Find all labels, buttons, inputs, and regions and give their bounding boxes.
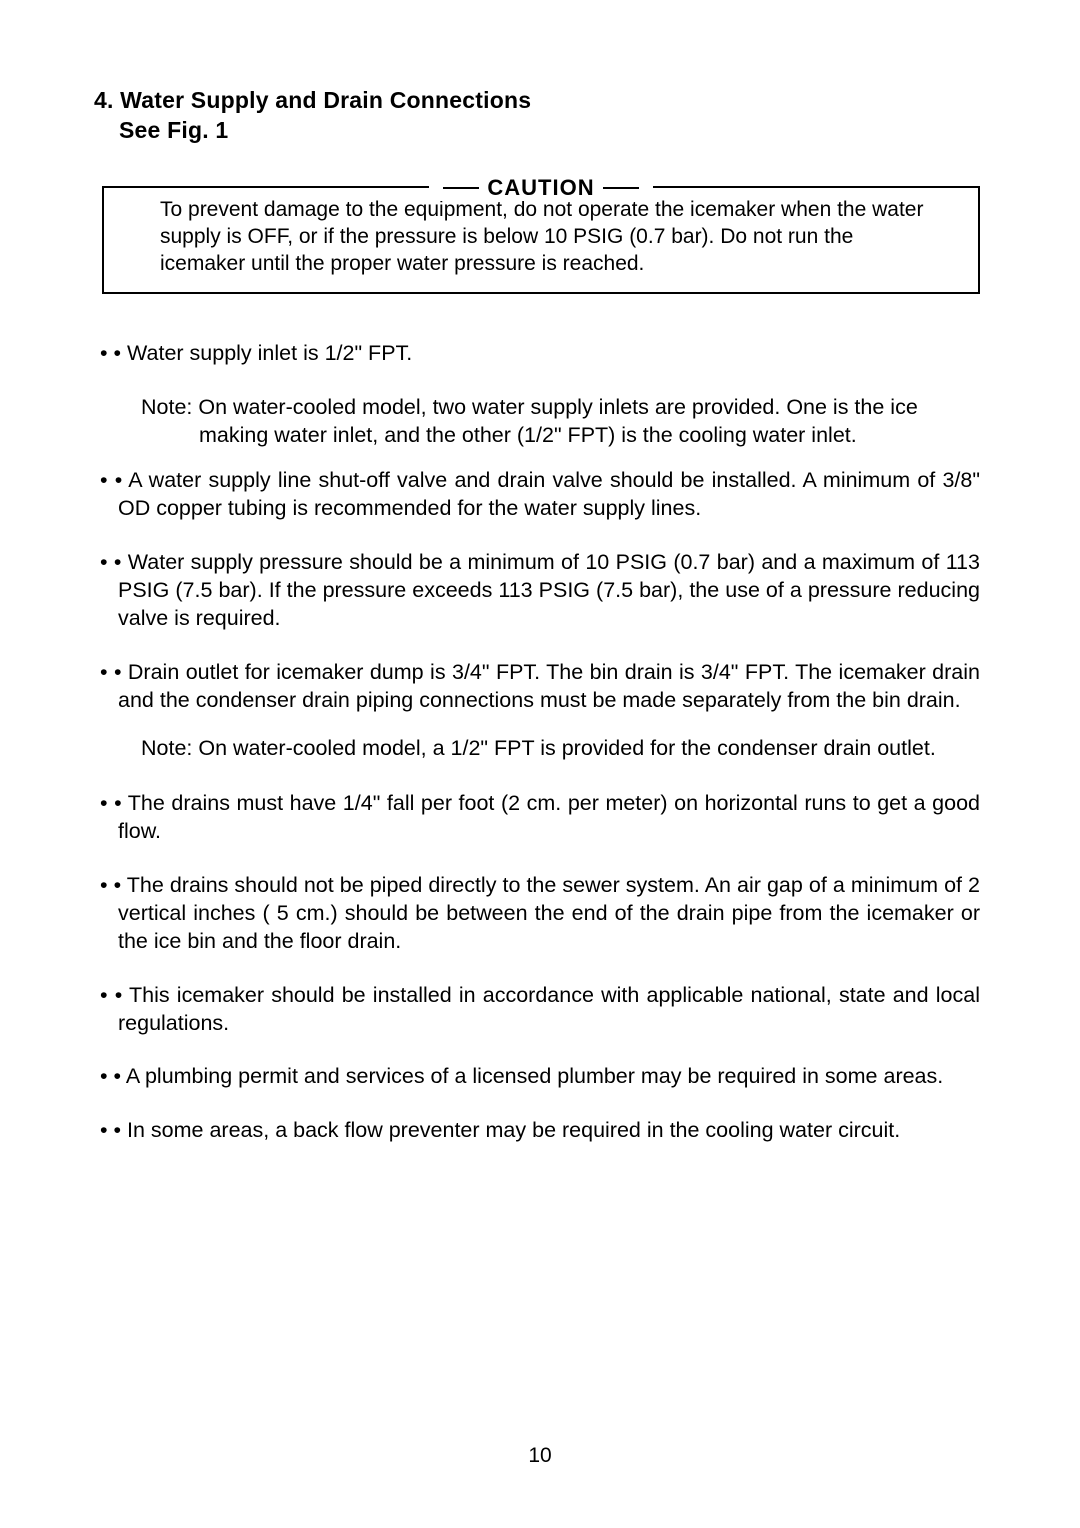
bullet-7: • This icemaker should be installed in a… [100, 982, 980, 1038]
rule-right [603, 187, 639, 189]
caution-text: To prevent damage to the equipment, do n… [160, 196, 938, 278]
caution-label: CAUTION [429, 174, 652, 202]
page: 4. Water Supply and Drain Connections Se… [0, 0, 1080, 1231]
caution-label-row: CAUTION [104, 174, 978, 202]
bullet-2: • A water supply line shut-off valve and… [100, 467, 980, 523]
bullet-1: • Water supply inlet is 1/2" FPT. [100, 340, 980, 368]
caution-box: CAUTION To prevent damage to the equipme… [102, 186, 980, 294]
caution-label-text: CAUTION [487, 174, 594, 202]
bullet-9: • In some areas, a back flow preventer m… [100, 1117, 980, 1145]
note-2: Note: On water-cooled model, a 1/2" FPT … [141, 735, 980, 762]
bullet-5: • The drains must have 1/4" fall per foo… [100, 790, 980, 846]
page-number: 10 [0, 1444, 1080, 1468]
bullet-3: • Water supply pressure should be a mini… [100, 549, 980, 633]
bullet-4: • Drain outlet for icemaker dump is 3/4"… [100, 659, 980, 715]
heading-line1: 4. Water Supply and Drain Connections [94, 87, 531, 113]
bullet-8: • A plumbing permit and services of a li… [100, 1063, 980, 1091]
rule-left [443, 187, 479, 189]
heading-line2: See Fig. 1 [119, 117, 228, 143]
note-1: Note: On water-cooled model, two water s… [141, 394, 980, 450]
section-heading: 4. Water Supply and Drain Connections Se… [94, 86, 980, 146]
bullet-6: • The drains should not be piped directl… [100, 872, 980, 956]
